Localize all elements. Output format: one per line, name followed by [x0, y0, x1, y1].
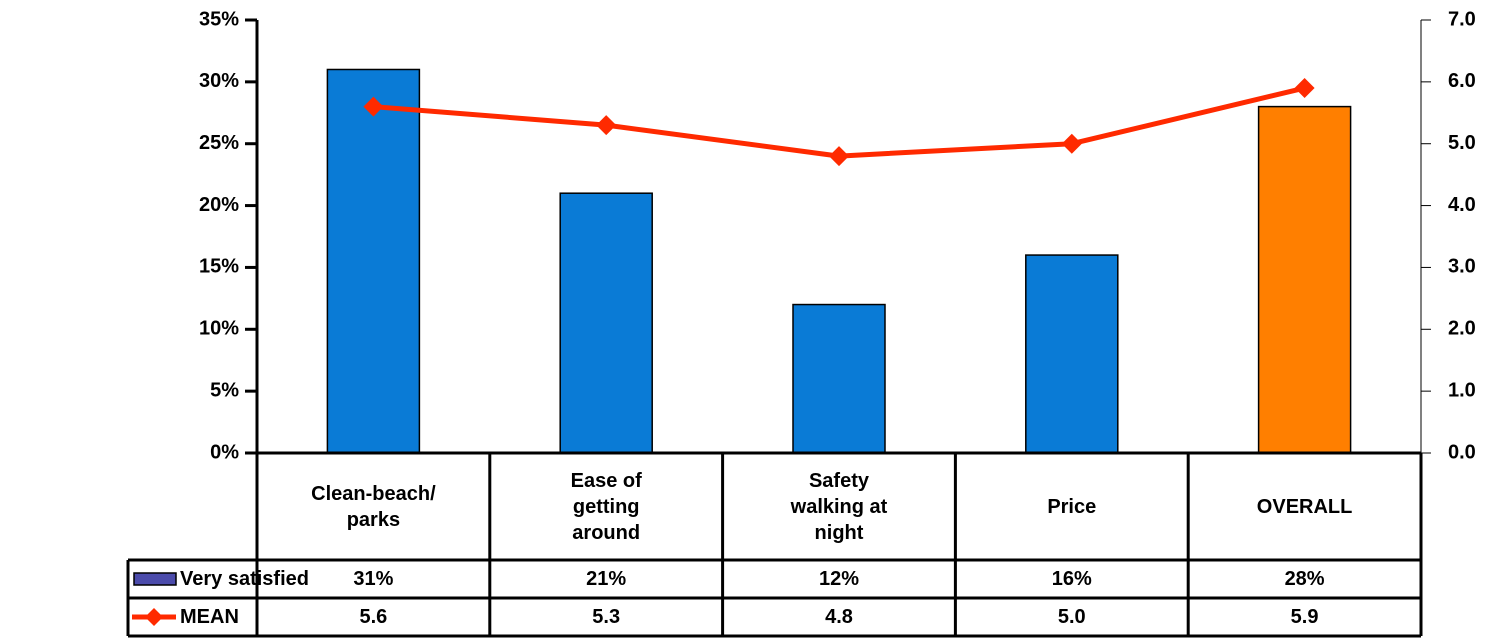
table-value: 5.6 [359, 606, 388, 628]
line [373, 85, 1306, 159]
y-tick-label: 30% [199, 70, 239, 92]
x-tick-label: Ease of getting around [570, 469, 642, 544]
y2-tick-label: 1.0 [1448, 379, 1476, 401]
y2-tick-label: 2.0 [1448, 318, 1476, 340]
marker [363, 96, 384, 117]
y-tick-label: 20% [199, 194, 239, 216]
y2-tick-label: 0.0 [1448, 441, 1476, 463]
table-value: 21% [586, 568, 627, 590]
y2-tick-label: 6.0 [1448, 70, 1476, 92]
x-tick-label: Safety walking at night [790, 469, 888, 544]
y2-tick-label: 4.0 [1448, 194, 1476, 216]
bar [559, 192, 653, 454]
legend-label: Very satisfied [180, 567, 309, 590]
marker [596, 115, 617, 136]
y-tick-label: 0% [210, 441, 239, 463]
y2-tick-label: 3.0 [1448, 256, 1476, 278]
legend-key [145, 608, 163, 626]
x-tick-label: Price [1047, 495, 1097, 518]
y-tick-label: 10% [199, 318, 239, 340]
y2-tick-label: 7.0 [1448, 8, 1476, 30]
y-tick-label: 5% [210, 379, 239, 401]
y-tick-label: 15% [199, 256, 239, 278]
marker [829, 146, 849, 167]
bar [1025, 254, 1119, 454]
table-value: 5.0 [1057, 606, 1086, 628]
table-value: 16% [1051, 568, 1092, 590]
marker [1294, 78, 1315, 99]
table-value: 5.9 [1290, 606, 1319, 628]
x-tick-label: Clean-beach/ parks [311, 482, 436, 531]
y2-tick-label: 5.0 [1448, 132, 1476, 154]
bar [326, 68, 421, 454]
bar [792, 303, 886, 454]
bar [1257, 105, 1352, 454]
y-tick-label: 25% [199, 132, 239, 154]
legend-label: MEAN [180, 605, 239, 628]
table-value: 28% [1284, 568, 1325, 590]
table-value: 5.3 [592, 606, 621, 628]
legend-key [133, 572, 177, 586]
table-value: 4.8 [825, 606, 853, 628]
y-tick-label: 35% [199, 8, 239, 30]
table-value: 12% [818, 568, 859, 590]
marker [1061, 133, 1082, 154]
table-value: 31% [353, 568, 394, 590]
x-tick-label: OVERALL [1256, 495, 1353, 518]
